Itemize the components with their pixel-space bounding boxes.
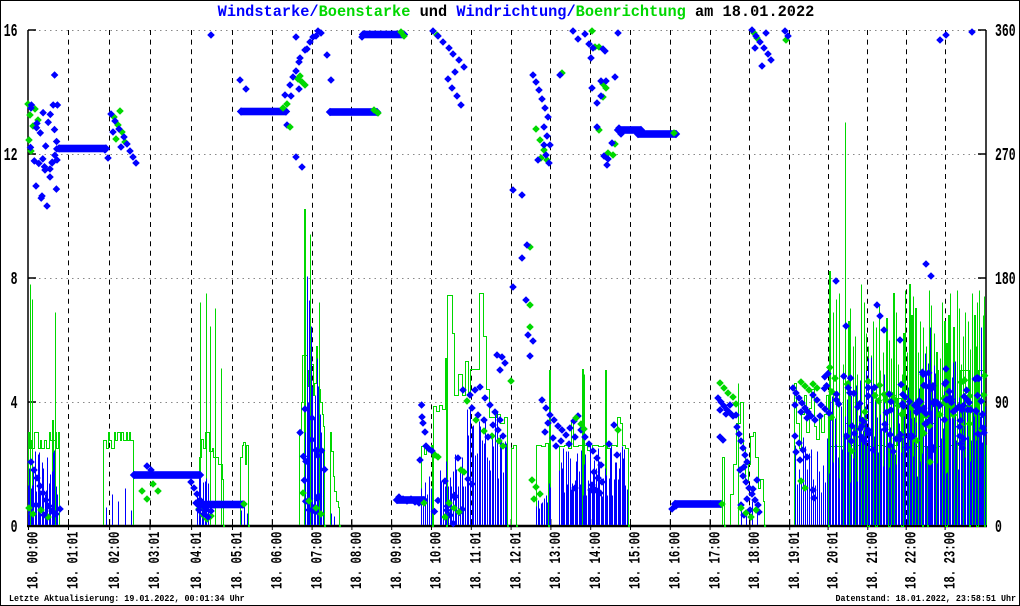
svg-text:18. 23:00: 18. 23:00 [943, 532, 961, 589]
svg-text:180: 180 [995, 269, 1016, 291]
svg-text:Datenstand: 18.01.2022, 23:58:: Datenstand: 18.01.2022, 23:58:51 Uhr [836, 594, 1016, 604]
svg-text:4: 4 [11, 393, 18, 415]
svg-text:360: 360 [995, 21, 1016, 43]
svg-text:18. 12:01: 18. 12:01 [509, 532, 527, 589]
svg-text:18. 04:01: 18. 04:01 [189, 532, 207, 589]
svg-text:18. 10:00: 18. 10:00 [429, 532, 447, 589]
svg-text:Letzte Aktualisierung: 19.01.2: Letzte Aktualisierung: 19.01.2022, 00:01… [9, 594, 245, 604]
svg-text:18. 11:01: 18. 11:01 [469, 532, 487, 589]
svg-text:18. 07:00: 18. 07:00 [310, 532, 328, 589]
svg-text:8: 8 [11, 269, 18, 291]
svg-text:12: 12 [4, 145, 18, 167]
svg-text:18. 08:00: 18. 08:00 [349, 532, 367, 589]
svg-text:18. 00:00: 18. 00:00 [26, 532, 44, 589]
svg-text:18. 17:00: 18. 17:00 [708, 532, 726, 589]
svg-text:18. 22:00: 18. 22:00 [904, 532, 922, 589]
svg-text:18. 13:00: 18. 13:00 [548, 532, 566, 589]
svg-text:18. 18:00: 18. 18:00 [747, 532, 765, 589]
svg-text:0: 0 [995, 517, 1002, 539]
svg-text:18. 01:01: 18. 01:01 [66, 532, 84, 589]
svg-text:18. 19:01: 18. 19:01 [787, 532, 805, 589]
svg-text:18. 15:00: 18. 15:00 [628, 532, 646, 589]
svg-text:16: 16 [4, 21, 18, 43]
svg-text:18. 14:00: 18. 14:00 [588, 532, 606, 589]
svg-text:18. 06:00: 18. 06:00 [270, 532, 288, 589]
svg-text:90: 90 [995, 393, 1009, 415]
svg-text:Windstarke/Boenstarke und Wind: Windstarke/Boenstarke und Windrichtung/B… [218, 3, 815, 21]
svg-text:18. 20:01: 18. 20:01 [826, 532, 844, 589]
svg-text:270: 270 [995, 145, 1016, 167]
svg-text:18. 05:01: 18. 05:01 [230, 532, 248, 589]
svg-text:18. 02:00: 18. 02:00 [107, 532, 125, 589]
svg-text:0: 0 [11, 517, 18, 539]
svg-text:18. 16:00: 18. 16:00 [668, 532, 686, 589]
svg-text:18. 09:00: 18. 09:00 [389, 532, 407, 589]
svg-text:18. 03:01: 18. 03:01 [147, 532, 165, 589]
svg-text:18. 21:00: 18. 21:00 [865, 532, 883, 589]
